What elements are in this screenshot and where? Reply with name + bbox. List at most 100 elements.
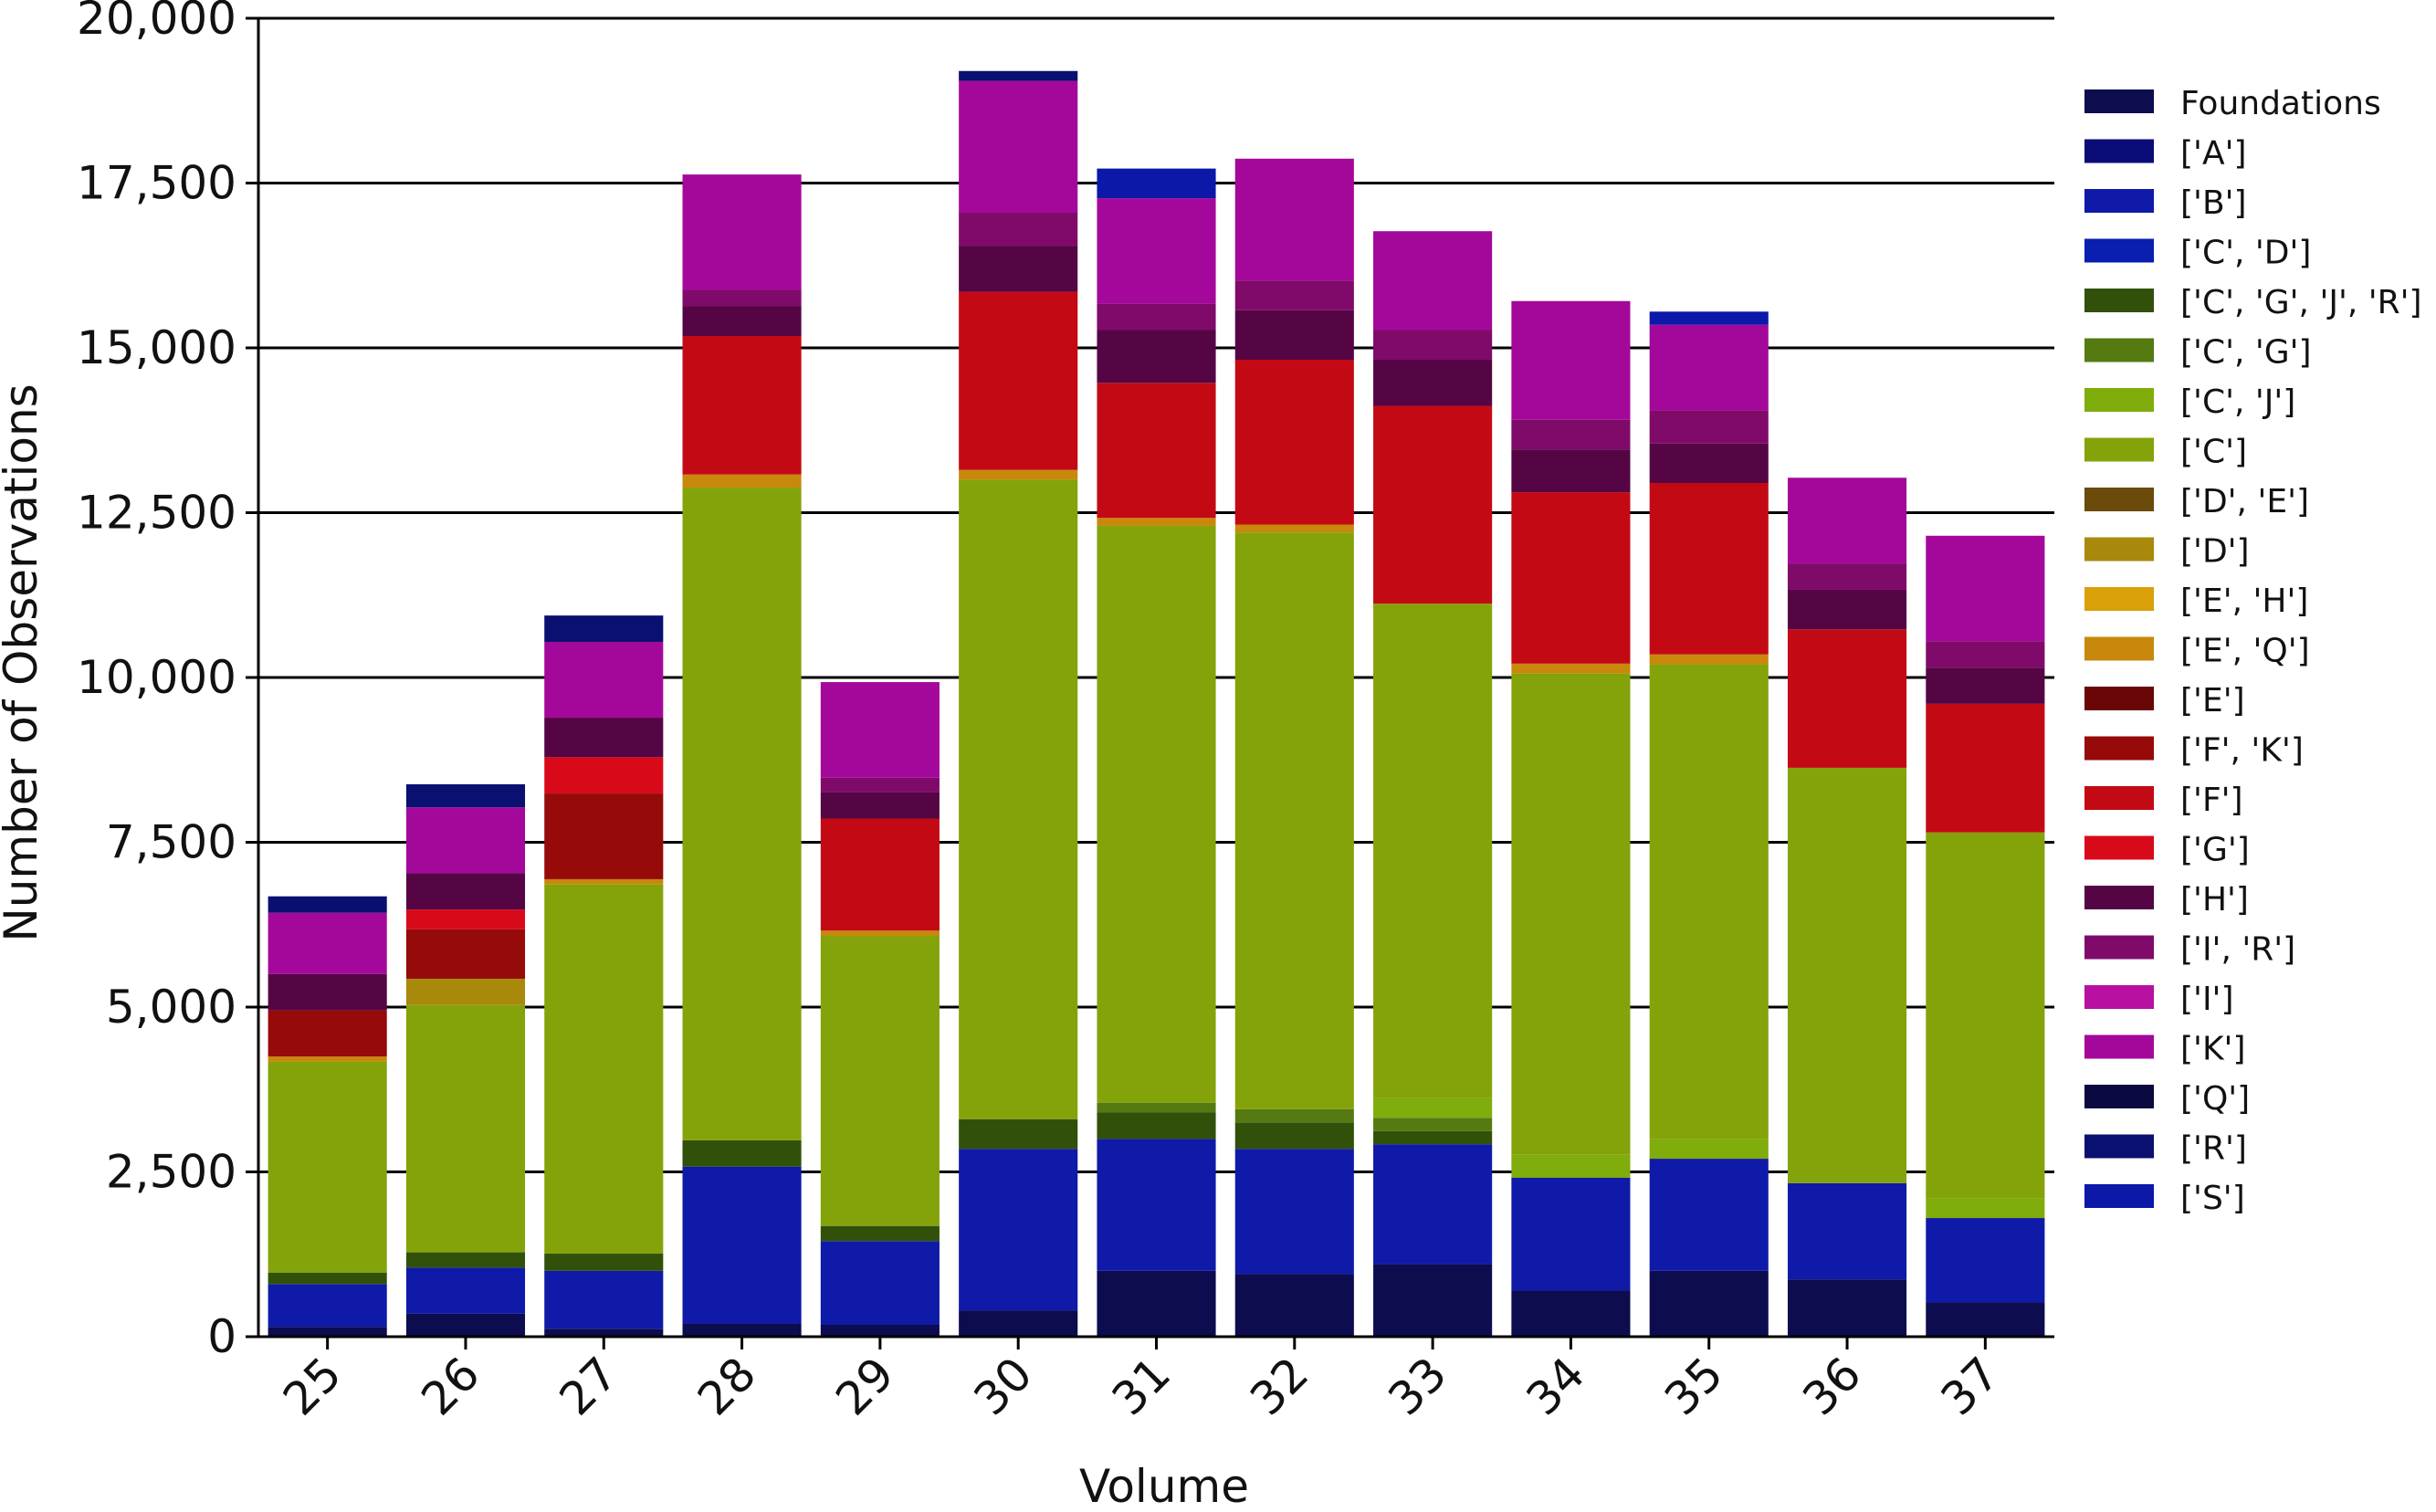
- legend-label: ['F']: [2180, 782, 2243, 819]
- bar-segment: [959, 212, 1078, 247]
- legend-swatch: [2084, 437, 2154, 462]
- bar-segment: [1787, 767, 1907, 1183]
- bar-segment: [544, 718, 664, 758]
- bar-segment: [1511, 1154, 1631, 1178]
- bar-segment: [268, 912, 387, 974]
- x-axis-title: Volume: [1079, 1460, 1249, 1512]
- bar-segment: [1373, 359, 1493, 406]
- bar-segment: [1926, 667, 2045, 704]
- x-tick-label: 30: [964, 1347, 1043, 1425]
- legend-label: ['C', 'J']: [2180, 383, 2295, 421]
- bar-segment: [268, 1272, 387, 1285]
- bar-segment: [1649, 443, 1769, 484]
- bar-segment: [1234, 310, 1354, 360]
- legend: Foundations ['A'] ['B'] ['C', 'D'] ['C', 'G'…: [2084, 85, 2422, 1217]
- bar-segment: [1649, 410, 1769, 444]
- legend-label: ['E', 'H']: [2180, 583, 2308, 620]
- x-tick-label: 26: [411, 1347, 489, 1425]
- bar-segment: [1926, 1198, 2045, 1219]
- bar-segment: [405, 1252, 526, 1268]
- bar-segment: [268, 1284, 387, 1328]
- bar-stack-32: [1234, 158, 1354, 1337]
- legend-label: ['D', 'E']: [2180, 483, 2309, 520]
- legend-label: ['I', 'R']: [2180, 931, 2295, 969]
- bar-stack-27: [544, 615, 664, 1337]
- bar-segment: [1787, 1182, 1907, 1280]
- x-tick-label: 33: [1379, 1347, 1457, 1425]
- bar-segment: [1373, 1118, 1493, 1131]
- legend-swatch: [2084, 388, 2154, 412]
- bar-segment: [682, 306, 802, 337]
- bar-stack-33: [1373, 231, 1493, 1337]
- y-tick-label: 20,000: [77, 0, 236, 45]
- bar-segment: [1926, 1302, 2045, 1337]
- legend-swatch: [2084, 985, 2154, 1009]
- bar-segment: [1511, 419, 1631, 450]
- bar-segment: [1234, 1274, 1354, 1337]
- legend-swatch: [2084, 139, 2154, 163]
- bar-segment: [959, 1310, 1078, 1337]
- bar-segment: [1097, 198, 1216, 304]
- bar-segment: [682, 336, 802, 475]
- bar-segment: [1787, 589, 1907, 630]
- bar-segment: [544, 1328, 664, 1337]
- bar-segment: [820, 682, 940, 778]
- bar-segment: [544, 878, 664, 885]
- legend-swatch: [2084, 587, 2154, 611]
- bar-segment: [405, 1267, 526, 1314]
- bar-segment: [268, 973, 387, 1011]
- bar-segment: [544, 884, 664, 1255]
- legend-swatch: [2084, 89, 2154, 113]
- bar-segment: [959, 246, 1078, 292]
- legend-label: ['B']: [2180, 184, 2247, 222]
- bar-segment: [959, 1149, 1078, 1311]
- bar-segment: [544, 1270, 664, 1329]
- bar-stack-37: [1926, 535, 2045, 1337]
- bar-segment: [1649, 311, 1769, 325]
- x-tick-label: 29: [825, 1347, 904, 1425]
- bar-segment: [405, 873, 526, 910]
- bar-segment: [1511, 1177, 1631, 1291]
- bar-segment: [959, 479, 1078, 1119]
- bar-segment: [820, 818, 940, 931]
- bar-segment: [1649, 483, 1769, 655]
- bar-segment: [1373, 330, 1493, 360]
- bar-stack-29: [820, 682, 940, 1337]
- legend-swatch: [2084, 537, 2154, 562]
- bar-segment: [682, 174, 802, 290]
- legend-swatch: [2084, 835, 2154, 860]
- legend-label: ['C', 'G']: [2180, 334, 2312, 372]
- bar-segment: [820, 792, 940, 819]
- bar-segment: [682, 289, 802, 307]
- bar-segment: [268, 896, 387, 913]
- bar-segment: [1787, 1279, 1907, 1337]
- bar-segment: [544, 1254, 664, 1271]
- bar-segment: [1373, 405, 1493, 604]
- legend-label: ['G']: [2180, 832, 2250, 869]
- legend-label: ['C']: [2180, 434, 2247, 471]
- x-tick-label: 34: [1517, 1347, 1595, 1425]
- bar-segment: [682, 474, 802, 488]
- bar-segment: [959, 80, 1078, 213]
- bar-segment: [682, 1166, 802, 1324]
- bar-segment: [1097, 330, 1216, 383]
- legend-swatch: [2084, 488, 2154, 511]
- legend-label: ['I']: [2180, 981, 2234, 1018]
- bar-segment: [1511, 492, 1631, 664]
- bar-segment: [1787, 629, 1907, 768]
- bar-segment: [1787, 563, 1907, 590]
- bar-stack-31: [1097, 168, 1216, 1337]
- legend-swatch: [2084, 189, 2154, 213]
- y-tick-label: 5,000: [106, 981, 236, 1034]
- y-tick-label: 15,000: [77, 321, 236, 374]
- bar-segment: [1097, 383, 1216, 519]
- bar-segment: [1097, 525, 1216, 1103]
- bar-segment: [1649, 324, 1769, 411]
- bar-segment: [820, 930, 940, 937]
- bar-segment: [405, 909, 526, 929]
- legend-swatch: [2084, 1134, 2154, 1159]
- bar-segment: [1373, 1144, 1493, 1265]
- bar-stack-26: [405, 783, 526, 1337]
- legend-label: ['E', 'Q']: [2180, 633, 2310, 670]
